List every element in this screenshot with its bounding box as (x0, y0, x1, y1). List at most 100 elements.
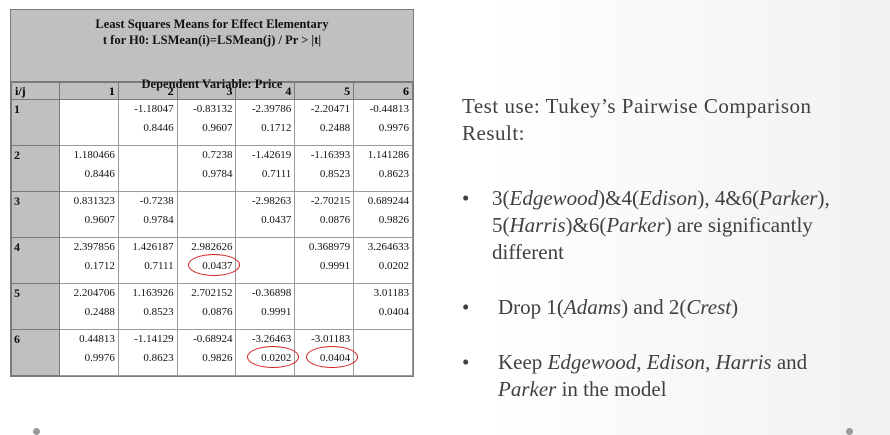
p-value-text: 0.8446 (143, 122, 174, 134)
comparison-cell: 0.44813 0.9976 (59, 329, 119, 376)
comparison-cell (235, 237, 296, 284)
row-label: 3 (11, 191, 60, 238)
p-value-text: 0.2488 (84, 306, 115, 318)
t-value: 0.44813 (79, 333, 115, 345)
comparison-cell: -3.26463 0.0202 (235, 329, 300, 376)
p-value: 0.7111 (238, 167, 291, 181)
table-caption: Least Squares Means for Effect Elementar… (11, 10, 413, 91)
t-value: 0.368979 (308, 241, 351, 253)
text-run: , (636, 350, 647, 374)
corner-header: i/j (11, 82, 60, 100)
t-value: 3.264633 (367, 241, 409, 253)
p-value: 0.8446 (62, 167, 115, 181)
comparison-cell: -0.36898 0.9991 (235, 283, 296, 330)
p-value: 0.0404 (297, 346, 359, 368)
brand-name: Parker (606, 213, 665, 237)
p-value: 0.0404 (356, 305, 409, 319)
comparison-cell: 0.689244 0.9826 (353, 191, 413, 238)
t-value: 2.982626 (191, 241, 233, 253)
significance-circle-annotation (247, 346, 300, 368)
p-value: 0.8623 (356, 167, 409, 181)
text-run: in the model (556, 377, 667, 401)
heading-line2: Result: (462, 121, 526, 145)
row-label: 6 (11, 329, 60, 376)
t-value: -1.16393 (310, 149, 351, 161)
t-value: 1.426187 (132, 241, 174, 253)
table-row: 2 1.180466 0.8446 0.7238 0.9784 -1.42619 0.711… (11, 145, 413, 192)
comparison-cell: -1.42619 0.7111 (235, 145, 296, 192)
p-value: 0.0876 (297, 213, 350, 227)
p-value: 0.2488 (62, 305, 115, 319)
t-value: -2.70215 (310, 195, 351, 207)
p-value: 0.8446 (121, 121, 174, 135)
p-value: 0.9976 (62, 351, 115, 365)
comparison-cell: 2.397856 0.1712 (59, 237, 119, 284)
row-label: 2 (11, 145, 60, 192)
p-value: 0.9976 (356, 121, 409, 135)
comparison-cell: 1.180466 0.8446 (59, 145, 119, 192)
t-value: 2.204706 (73, 287, 115, 299)
brand-name: Adams (563, 295, 622, 319)
p-value: 0.0202 (238, 346, 300, 368)
row-label: 5 (11, 283, 60, 330)
lsmeans-table: Least Squares Means for Effect Elementar… (10, 9, 414, 377)
p-value-text: 0.1712 (261, 122, 292, 134)
comparison-cell: 0.831323 0.9607 (59, 191, 119, 238)
p-value: 0.9784 (180, 167, 232, 181)
p-value-text: 0.8623 (378, 168, 409, 180)
text-run: ) (731, 295, 739, 319)
comparison-cell: 2.702152 0.0876 (176, 283, 237, 330)
comparison-cell: -0.83132 0.9607 (176, 99, 237, 146)
t-value: 0.7238 (202, 149, 233, 161)
t-value: -3.01183 (311, 333, 351, 345)
comparison-cell: -2.39786 0.1712 (235, 99, 296, 146)
t-value: -0.83132 (193, 103, 233, 115)
p-value-text: 0.9826 (202, 352, 233, 364)
comparison-cell: -1.18047 0.8446 (117, 99, 178, 146)
p-value: 0.1712 (62, 259, 115, 273)
t-value: 1.163926 (132, 287, 174, 299)
p-value-text: 0.9976 (84, 352, 115, 364)
table-row: 5 2.204706 0.2488 1.163926 0.8523 2.702152 0.0… (11, 283, 413, 330)
brand-name: Edgewood (547, 350, 637, 374)
bullet-drop: • Drop 1(Adams) and 2(Crest) (462, 294, 882, 321)
comparison-cell (117, 145, 178, 192)
comparison-cell: -0.7238 0.9784 (117, 191, 178, 238)
comparison-cell: -0.44813 0.9976 (353, 99, 413, 146)
t-value: -0.68924 (193, 333, 233, 345)
table-row: 1 -1.18047 0.8446 -0.83132 0.9607 -2.39786 0.1… (11, 99, 413, 146)
p-value-text: 0.9607 (84, 214, 115, 226)
brand-name: Edgewood (509, 186, 599, 210)
t-value: -3.26463 (251, 333, 292, 345)
text-run: ), 4&6( (697, 186, 760, 210)
text-run: , (705, 350, 716, 374)
brand-name: Harris (715, 350, 772, 374)
header-row: i/j 1 2 3 4 5 6 (11, 82, 413, 100)
p-value: 0.8523 (121, 305, 173, 319)
p-value-text: 0.7111 (261, 168, 292, 180)
col-header: 1 (59, 82, 119, 100)
comparison-cell: -2.70215 0.0876 (294, 191, 355, 238)
text-run: )&4( (598, 186, 639, 210)
p-value: 0.0437 (180, 254, 241, 276)
p-value-text: 0.0437 (261, 214, 292, 226)
heading-line1: Test use: Tukey’s Pairwise Comparison (462, 94, 812, 118)
comparison-cell: 2.204706 0.2488 (59, 283, 119, 330)
text-run: ) and 2( (621, 295, 687, 319)
table-title-line2: t for H0: LSMean(i)=LSMean(j) / Pr > |t| (102, 33, 322, 47)
brand-name: Parker (498, 377, 557, 401)
p-value: 0.0202 (356, 259, 409, 273)
significance-circle-annotation (306, 346, 359, 368)
t-value: 3.01183 (373, 287, 409, 299)
t-value: -2.20471 (310, 103, 351, 115)
row-label: 1 (11, 99, 60, 146)
p-value-text: 0.9991 (319, 260, 351, 272)
col-header: 2 (117, 82, 178, 100)
t-value: -2.39786 (251, 103, 292, 115)
p-value: 0.1712 (238, 121, 291, 135)
p-value-text: 0.0876 (319, 214, 351, 226)
t-value: -1.42619 (251, 149, 292, 161)
comparison-cell: -1.14129 0.8623 (117, 329, 178, 376)
p-value-text: 0.8623 (143, 352, 174, 364)
dependent-variable-label: Dependent Variable: Price (141, 77, 283, 91)
